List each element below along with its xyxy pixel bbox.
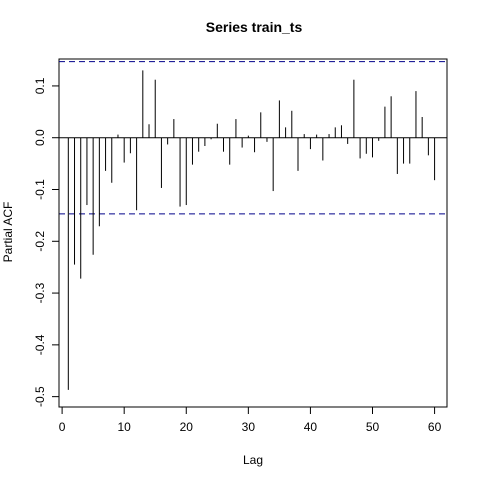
x-tick-label: 10 xyxy=(118,420,132,434)
y-tick-label: -0.5 xyxy=(33,386,47,407)
x-tick-label: 0 xyxy=(59,420,66,434)
pacf-bars xyxy=(67,70,436,390)
y-tick-label: -0.4 xyxy=(33,334,47,355)
x-tick-label: 60 xyxy=(428,420,442,434)
x-tick-label: 20 xyxy=(180,420,194,434)
x-tick-label: 30 xyxy=(242,420,256,434)
y-axis: -0.5 -0.4 -0.3 -0.2 -0.1 0.0 0.1 xyxy=(33,77,60,407)
plot-frame xyxy=(58,58,448,408)
x-axis-label: Lag xyxy=(243,453,263,467)
x-tick-label: 50 xyxy=(366,420,380,434)
plot-area xyxy=(58,58,448,408)
chart-title: Series train_ts xyxy=(206,19,303,35)
y-tick-label: 0.0 xyxy=(33,129,47,146)
x-tick-label: 40 xyxy=(304,420,318,434)
y-tick-label: -0.3 xyxy=(33,282,47,303)
y-tick-label: 0.1 xyxy=(33,77,47,94)
y-axis-label: Partial ACF xyxy=(1,202,15,263)
y-tick-label: -0.1 xyxy=(33,179,47,200)
x-axis: 0 10 20 30 40 50 60 xyxy=(59,406,442,434)
y-tick-label: -0.2 xyxy=(33,231,47,252)
